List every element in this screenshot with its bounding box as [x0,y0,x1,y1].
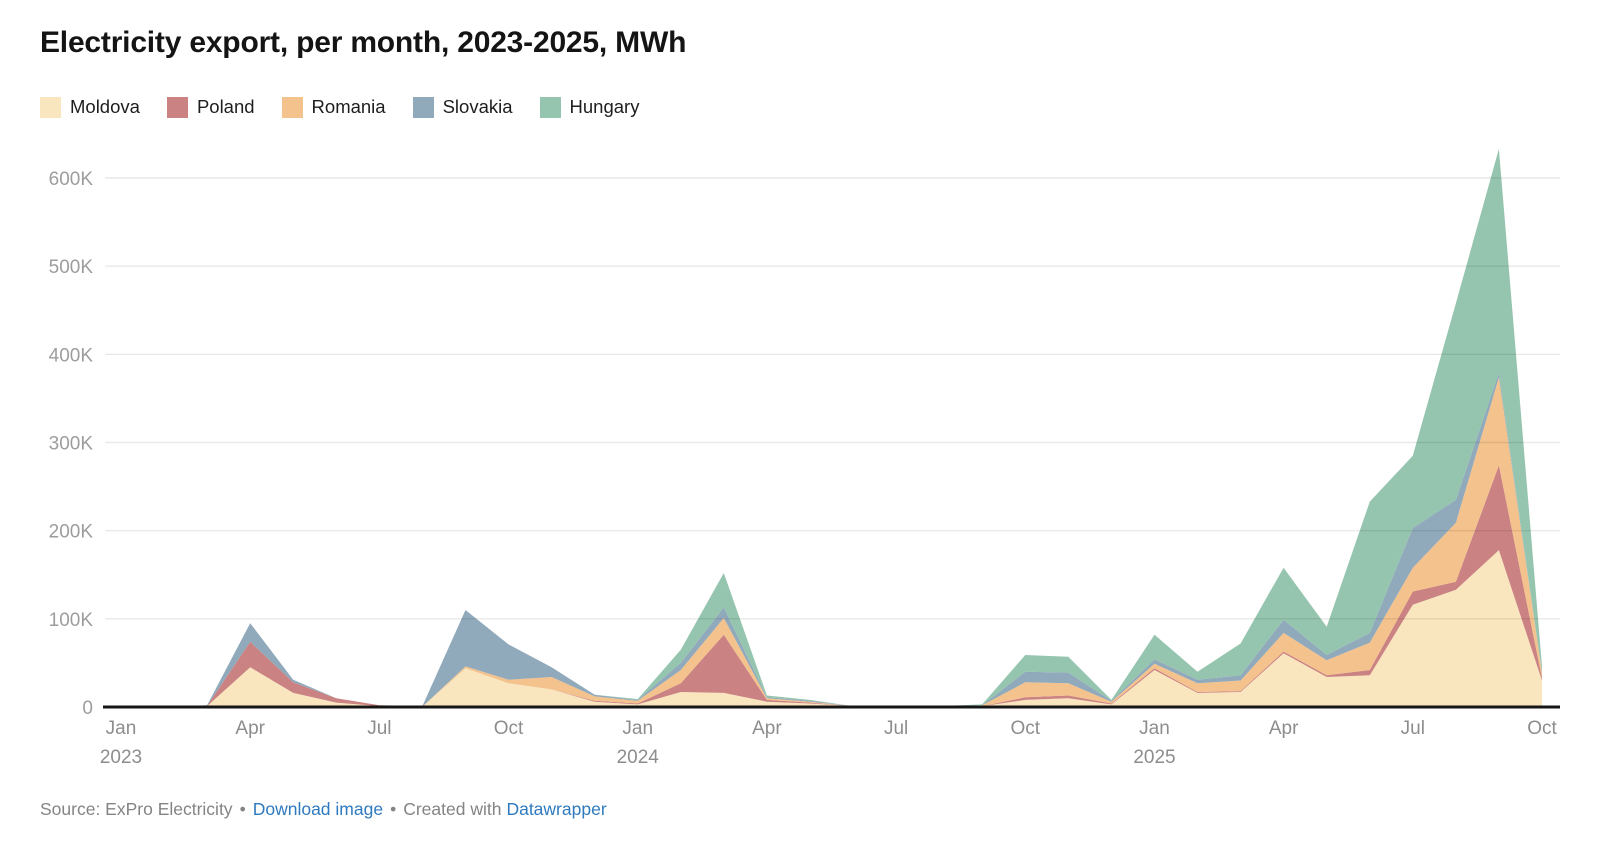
legend-swatch-poland [166,96,188,118]
x-tick-apr-2023: Apr [235,718,265,739]
x-tick-oct-2024: Oct [1010,718,1040,739]
legend-label-hungary: Hungary [569,96,640,117]
x-axis-labels: Jan 2023 Apr Jul Oct Jan 2024 Apr Jul Oct Jan 2025 A… [100,718,1558,768]
x-tick-jul-2024: Jul [884,718,908,739]
y-tick-100K: 100K [49,610,94,631]
legend-swatch-hungary [539,96,561,118]
area-hungary [121,148,1542,707]
x-tick-year-2024: 2024 [617,747,660,768]
legend-label-poland: Poland [196,96,255,117]
footer-separator: • [239,799,246,819]
x-tick-jul-2023: Jul [367,718,391,739]
legend-item-hungary: Hungary [539,96,640,118]
chart-legend: Moldova Poland Romania Slovakia Hungary [40,96,639,118]
y-tick-300K: 300K [49,434,94,455]
y-tick-400K: 400K [49,345,94,366]
y-tick-500K: 500K [49,257,94,278]
x-tick-year-2023: 2023 [100,747,142,768]
y-tick-200K: 200K [49,522,94,543]
legend-swatch-slovakia [412,96,434,118]
y-tick-0: 0 [82,698,93,719]
x-tick-jan-2025: Jan [1139,718,1170,739]
legend-item-moldova: Moldova [40,96,140,118]
area-series-group [121,148,1542,707]
y-axis-labels: 0 100K 200K 300K 400K 500K 600K [49,169,94,719]
legend-item-romania: Romania [281,96,386,118]
y-tick-600K: 600K [49,169,94,190]
x-tick-jan-2023: Jan [106,718,137,739]
footer-separator: • [390,799,397,819]
area-slovakia [121,372,1542,707]
gridlines [105,177,1560,620]
legend-item-poland: Poland [166,96,255,118]
x-tick-year-2025: 2025 [1133,747,1175,768]
legend-label-moldova: Moldova [70,96,140,117]
download-image-link[interactable]: Download image [252,799,384,819]
datawrapper-link[interactable]: Datawrapper [506,799,607,819]
stacked-area-chart: 0 100K 200K 300K 400K 500K 600K Jan 2023 Apr Jul Oc… [49,148,1560,768]
x-tick-oct-2025: Oct [1527,718,1557,739]
x-tick-apr-2024: Apr [752,718,782,739]
legend-label-romania: Romania [311,96,386,117]
area-moldova [121,550,1542,707]
legend-swatch-moldova [40,96,61,118]
legend-label-slovakia: Slovakia [442,96,513,117]
x-tick-jul-2025: Jul [1401,718,1425,739]
legend-swatch-romania [281,96,303,118]
x-tick-jan-2024: Jan [622,718,653,739]
legend-item-slovakia: Slovakia [412,96,513,118]
created-with-text: Created with [403,799,502,819]
footer: Source: ExPro Electricity • Download image… [40,799,607,820]
x-tick-apr-2025: Apr [1269,718,1299,739]
page-title: Electricity export, per month, 2023-2025… [40,26,687,59]
source-text: Source: ExPro Electricity [40,799,233,819]
x-tick-oct-2023: Oct [494,718,524,739]
